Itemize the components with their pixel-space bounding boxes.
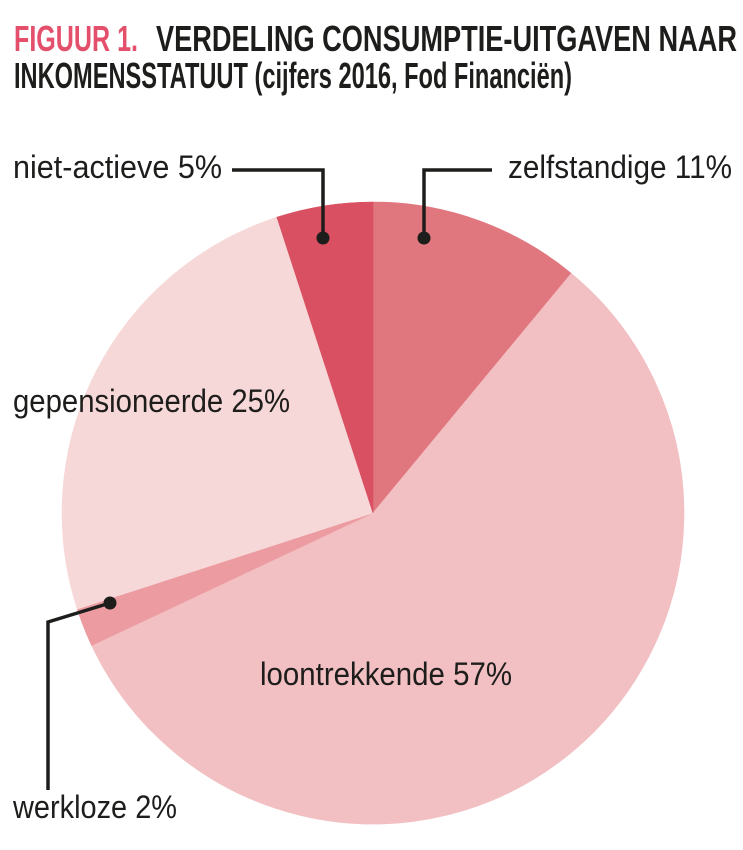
leader-dot-werkloze bbox=[103, 596, 117, 610]
leader-line-zelfstandige bbox=[422, 168, 492, 238]
leader-line-niet-actieve bbox=[232, 168, 325, 238]
leader-lines bbox=[46, 168, 492, 790]
slice-labels: niet-actieve 5% zelfstandige 11% gepensi… bbox=[12, 149, 732, 825]
slice-label-loontrekkende: loontrekkende 57% bbox=[260, 656, 512, 692]
slice-label-gepensioneerde: gepensioneerde 25% bbox=[13, 383, 290, 419]
pie-slice-zelfstandige bbox=[372, 201, 572, 514]
figure-title-line1: VERDELING CONSUMPTIE-UITGAVEN NAAR bbox=[156, 18, 737, 59]
slice-label-zelfstandige: zelfstandige 11% bbox=[508, 149, 732, 185]
leader-line-werkloze bbox=[46, 601, 111, 790]
leader-dot-niet-actieve bbox=[316, 231, 330, 245]
pie-slice-loontrekkende bbox=[91, 272, 685, 825]
slice-label-niet-actieve: niet-actieve 5% bbox=[13, 149, 222, 185]
pie-slices bbox=[61, 201, 685, 825]
figure-title-prefix: FIGUUR 1. bbox=[14, 18, 138, 59]
leader-dot-zelfstandige bbox=[417, 231, 431, 245]
pie-slice-gepensioneerde bbox=[61, 216, 374, 610]
figure-title-line2: INKOMENSSTATUUT (cijfers 2016, Fod Finan… bbox=[14, 55, 572, 96]
slice-label-werkloze: werkloze 2% bbox=[12, 789, 177, 825]
figure-title: FIGUUR 1. VERDELING CONSUMPTIE-UITGAVEN … bbox=[14, 18, 737, 96]
